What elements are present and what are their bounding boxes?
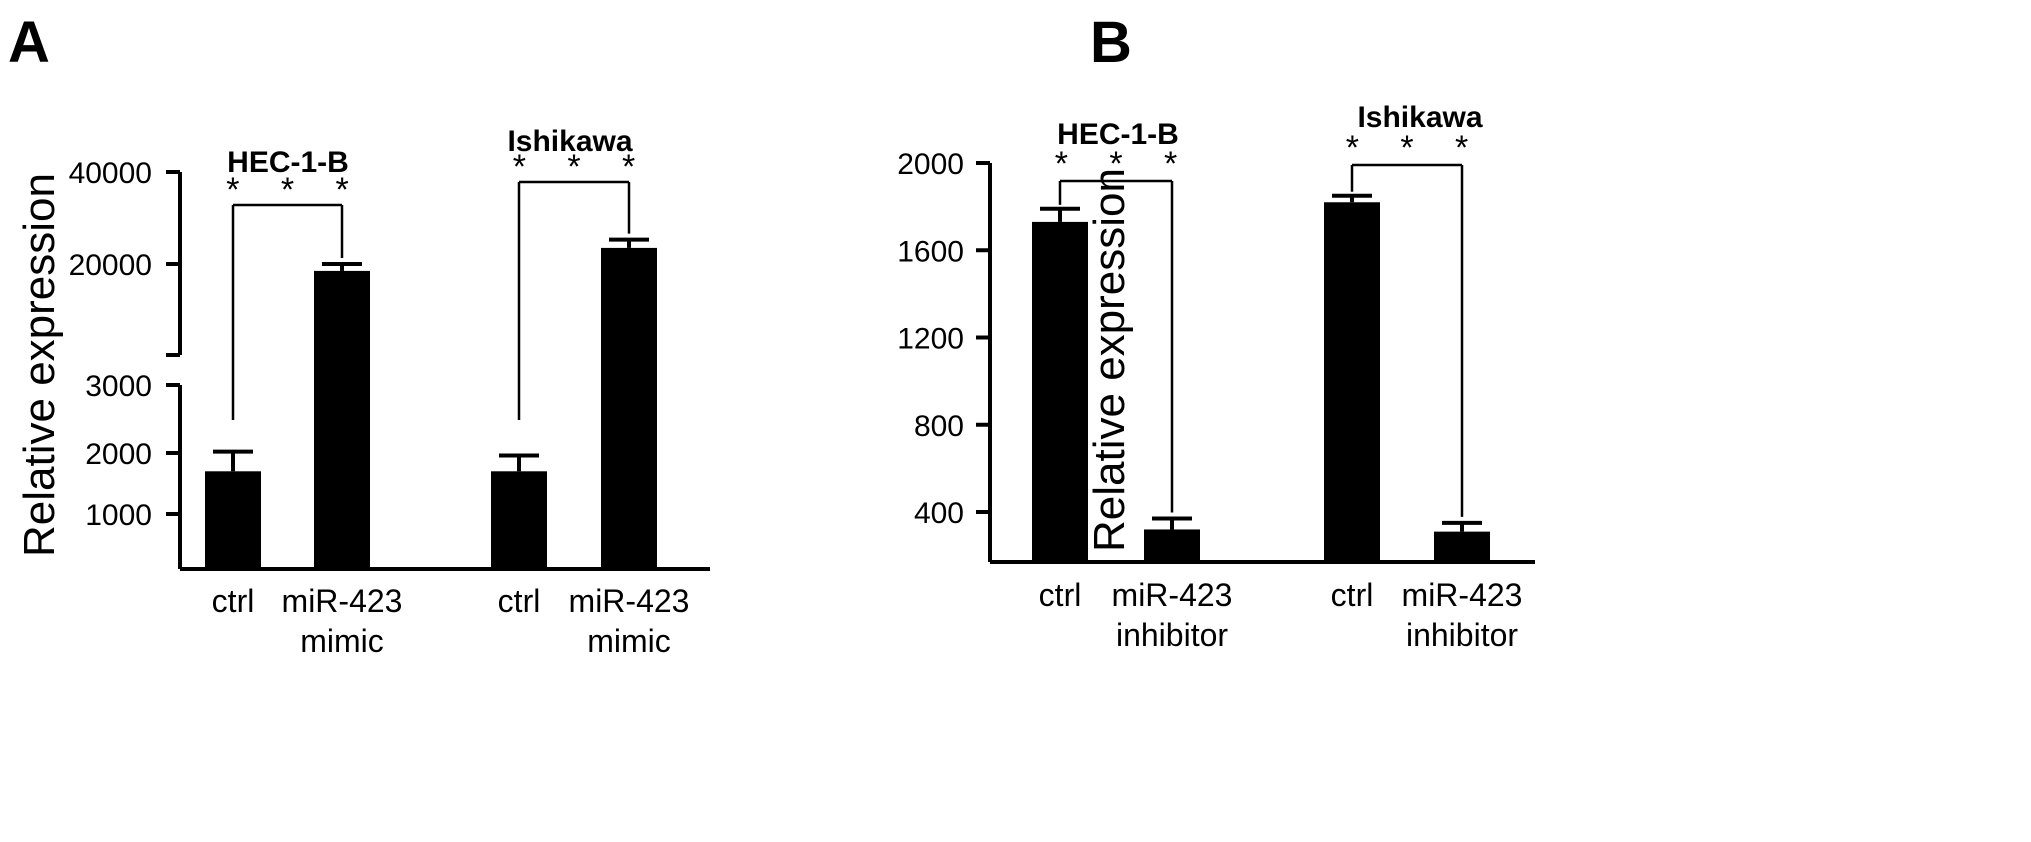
- panel-a-ylabel: Relative expression: [15, 173, 64, 557]
- significance-stars: * * *: [226, 171, 365, 209]
- panel-a-letter: A: [8, 10, 50, 75]
- x-category-label: ctrl: [212, 583, 255, 619]
- bar: [491, 471, 547, 569]
- bar: [314, 270, 370, 569]
- bar: [1434, 531, 1490, 562]
- panel-b-y-tick-label: 400: [914, 497, 964, 530]
- x-category-label: miR-423 inhibitor: [1402, 577, 1523, 653]
- panel-b-letter: B: [1090, 10, 1132, 75]
- bar: [205, 471, 261, 569]
- group-label: Ishikawa: [507, 125, 632, 158]
- panel-a-y-tick-label: 1000: [85, 499, 152, 532]
- bar: [1032, 221, 1088, 563]
- x-category-label: ctrl: [498, 583, 541, 619]
- panel-a-y-tick-label: 2000: [85, 438, 152, 471]
- panel-a-y-tick-label: 3000: [85, 370, 152, 403]
- significance-stars: * * *: [1346, 129, 1485, 167]
- panel-b-y-tick-label: 1200: [897, 323, 964, 356]
- panel-b: 400 800 1200 1600 2000 ctrl miR-423 inhibitor * …: [897, 101, 1535, 653]
- x-category-label: miR-423 inhibitor: [1112, 577, 1233, 653]
- bar: [601, 247, 657, 569]
- bar: [1324, 202, 1380, 562]
- x-category-label: miR-423 mimic: [282, 583, 403, 659]
- panel-b-y-tick-label: 800: [914, 410, 964, 443]
- panel-b-ylabel: Relative expression: [1085, 168, 1134, 552]
- group-label: HEC-1-B: [227, 146, 349, 179]
- significance-stars: * * *: [1055, 145, 1194, 183]
- panel-b-y-tick-label: 2000: [897, 148, 964, 181]
- bar: [1144, 529, 1200, 562]
- x-category-label: ctrl: [1039, 577, 1082, 613]
- x-category-label: ctrl: [1331, 577, 1374, 613]
- x-category-label: miR-423 mimic: [569, 583, 690, 659]
- panel-a-y-tick-label: 20000: [69, 249, 152, 282]
- significance-stars: * * *: [513, 148, 652, 186]
- panel-b-y-tick-label: 1600: [897, 235, 964, 268]
- group-label: HEC-1-B: [1057, 118, 1179, 151]
- panel-a-y-tick-label: 40000: [69, 157, 152, 190]
- group-label: Ishikawa: [1357, 101, 1482, 134]
- panel-a: 1000 2000 3000 20000 40000 ctrl miR-423 mimic * …: [69, 125, 710, 659]
